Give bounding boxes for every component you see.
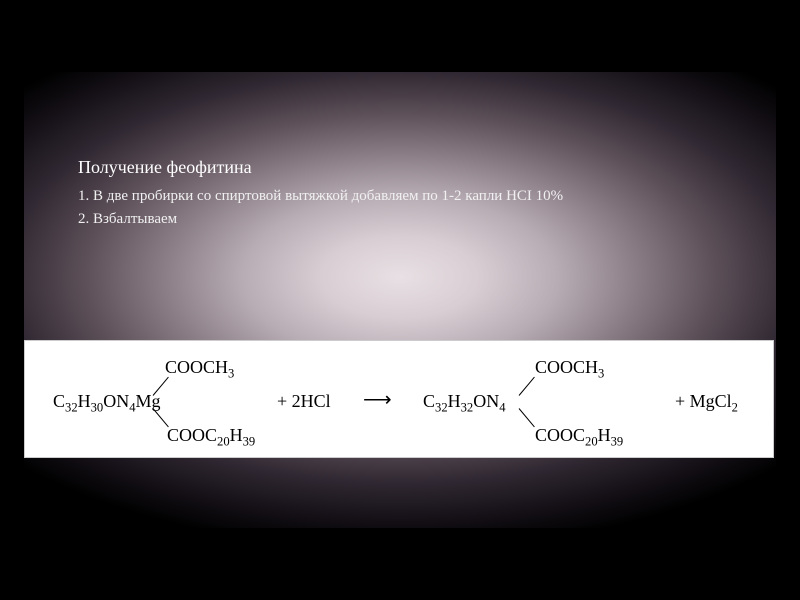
bond-p1-top [519,377,535,396]
reactant1-group-top: COOCH3 [165,357,234,378]
reactant1-group-bottom: COOC20H39 [167,425,255,446]
product1-core: C32H32ON4 [423,391,506,412]
bond-r1-top [153,377,169,396]
product1-group-bottom: COOC20H39 [535,425,623,446]
reaction-box: C32H30ON4Mg COOCH3 COOC20H39 + 2HCl ⟶ C3… [24,340,774,458]
plus-mgcl2: + MgCl2 [675,391,738,412]
slide-title: Получение феофитина [78,154,563,181]
product1-group-top: COOCH3 [535,357,604,378]
slide-text-block: Получение феофитина 1. В две пробирки со… [78,154,563,230]
bond-p1-bot [519,408,535,427]
reactant1-core: C32H30ON4Mg [53,391,161,412]
plus-hcl: + 2HCl [277,391,331,412]
bond-r1-bot [153,408,169,427]
slide-background: Получение феофитина 1. В две пробирки со… [24,72,776,528]
chemical-reaction: C32H30ON4Mg COOCH3 COOC20H39 + 2HCl ⟶ C3… [25,341,773,457]
slide-wrapper: Получение феофитина 1. В две пробирки со… [0,0,800,600]
step-1: 1. В две пробирки со спиртовой вытяжкой … [78,185,563,208]
step-2: 2. Взбалтываем [78,208,563,231]
reaction-arrow-icon: ⟶ [363,387,392,412]
